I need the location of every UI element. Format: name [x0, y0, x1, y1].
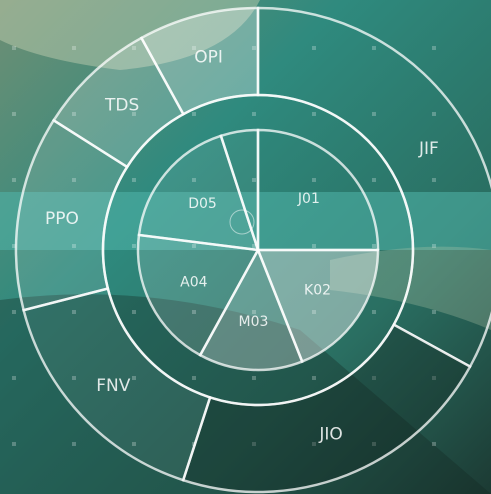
segment	[136, 233, 260, 357]
inner-pie: J01 K02 M03 A04 D05	[136, 128, 380, 372]
segment	[219, 128, 260, 251]
ring-outline	[101, 93, 415, 407]
center-marker	[229, 209, 255, 235]
segment	[137, 134, 260, 252]
segment-label: A04	[180, 275, 207, 291]
segment-label: J01	[297, 191, 320, 207]
segment-label: JIF	[418, 139, 439, 159]
segment-label: TDS	[104, 95, 139, 115]
segment-label: M03	[239, 314, 269, 330]
outer-ring: JIF JIO FNV PPO TDS OPI	[14, 6, 491, 494]
segment-label: K02	[304, 282, 331, 298]
segment-label: PPO	[45, 209, 79, 229]
segment	[198, 247, 304, 372]
segment	[256, 128, 380, 252]
segment-label: OPI	[194, 48, 223, 68]
segment	[256, 248, 380, 364]
segment-label: D05	[188, 196, 217, 212]
segment-label: FNV	[96, 376, 130, 396]
segment-label: JIO	[318, 425, 342, 445]
